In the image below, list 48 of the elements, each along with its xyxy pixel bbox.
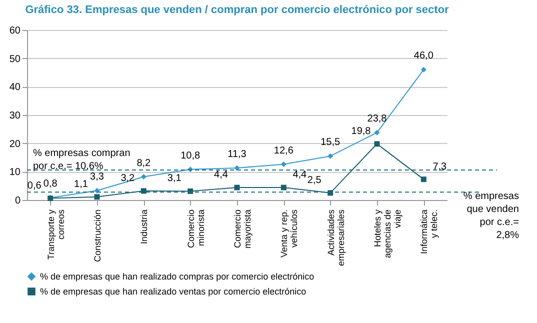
data-label: 1,1 [74,178,88,190]
x-tick-label: Industria [139,210,150,244]
point [140,174,146,180]
data-label: 3,3 [90,172,104,183]
data-label: 10,8 [180,150,200,162]
point [140,188,146,194]
data-label: 12,6 [274,145,294,156]
data-label: 8,2 [136,158,152,169]
x-tick-label: Transporte y correos [46,209,66,260]
x-tick-label: Comercio minorista [186,210,206,248]
y-tick-label: 50 [9,54,21,65]
y-tick-label: 60 [9,26,21,36]
data-label: 46,0 [414,50,434,62]
point [328,153,334,159]
point [280,184,286,190]
data-label: 0,6 [27,180,42,192]
point [234,184,240,190]
data-label: 7,3 [432,161,448,172]
point [94,194,100,200]
x-tick-label: Construcción [92,210,102,262]
x-tick-label: Informática y telec. [419,210,440,254]
data-label: 23,8 [367,114,388,125]
data-label: 15,5 [320,137,340,148]
data-label: 0,8 [43,178,58,190]
point [374,141,380,147]
legend-label: % de empresas que han realizado compras por comercio electrónico [40,272,314,282]
y-tick-label: 0 [14,196,21,206]
legend-label: % de empresas que han realizado ventas por comercio electrónico [40,286,306,296]
y-tick-label: 20 [9,138,21,150]
x-tick-label: Hoteles y agencias de viaje [372,209,402,258]
data-label: 4,4 [214,170,228,181]
point [420,66,426,72]
point [374,130,380,136]
data-label: 3,1 [167,173,182,184]
ref-line-label: % empresas compran por c.e.= 10,6% [33,148,130,172]
y-tick-label: 30 [9,110,21,122]
point [234,165,240,171]
data-label: 4,4 [292,170,308,181]
data-label: 3,2 [120,172,136,184]
y-tick-label: 40 [9,82,21,94]
point [420,176,426,182]
data-label: 2,5 [307,174,322,186]
y-tick-label: 10 [9,167,21,178]
point [280,162,286,168]
ref-line-label: % empresas que venden por c.e.= 2,8% [463,191,520,242]
data-label: 11,3 [228,148,247,160]
chart-title: Gráfico 33. Empresas que venden / compran por comercio electrónico por sector [25,4,450,16]
data-label: 19,8 [351,126,372,137]
